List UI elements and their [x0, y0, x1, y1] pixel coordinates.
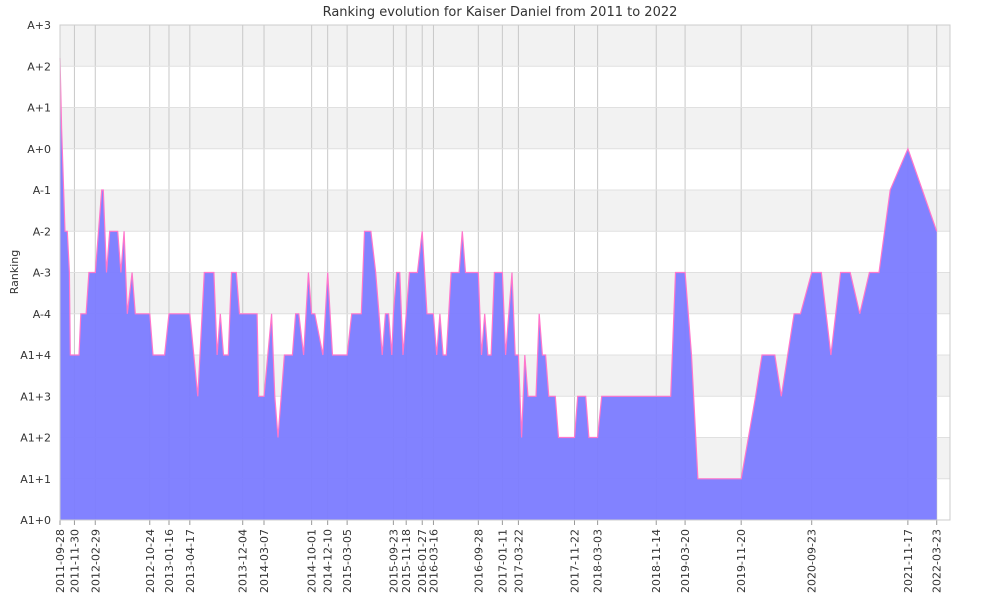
y-tick-label: A1+1	[20, 473, 51, 486]
y-tick-label: A-3	[33, 267, 51, 280]
x-tick-label: 2013-01-16	[163, 529, 176, 593]
chart-title: Ranking evolution for Kaiser Daniel from…	[323, 5, 678, 20]
y-axis-title: Ranking	[8, 250, 21, 295]
x-tick-label: 2011-09-28	[54, 529, 67, 593]
ranking-area	[60, 58, 937, 520]
x-tick-label: 2015-11-18	[400, 529, 413, 593]
x-tick-label: 2014-12-10	[322, 529, 335, 593]
x-tick-label: 2014-10-01	[306, 529, 319, 593]
y-tick-label: A-2	[33, 225, 51, 238]
x-tick-label: 2014-03-07	[258, 529, 271, 593]
x-tick-label: 2016-03-16	[427, 529, 440, 593]
y-tick-label: A1+2	[20, 432, 51, 445]
grid-band	[60, 25, 950, 67]
x-tick-label: 2022-03-23	[931, 529, 944, 593]
y-tick-label: A+3	[27, 19, 51, 32]
x-tick-label: 2017-01-11	[496, 529, 509, 593]
x-tick-label: 2019-03-20	[679, 529, 692, 593]
x-tick-label: 2017-03-22	[512, 529, 525, 593]
x-tick-label: 2013-12-04	[237, 529, 250, 593]
x-tick-label: 2016-09-28	[472, 529, 485, 593]
x-tick-label: 2012-10-24	[144, 529, 157, 593]
x-tick-label: 2011-11-30	[68, 529, 81, 593]
y-tick-label: A-4	[33, 308, 51, 321]
x-tick-label: 2015-09-23	[387, 529, 400, 593]
x-tick-label: 2018-03-03	[592, 529, 605, 593]
x-tick-label: 2012-02-29	[89, 529, 102, 593]
grid-band	[60, 107, 950, 149]
y-axis-tick-labels: A1+0 A1+1 A1+2 A1+3 A1+4 A-4 A-3 A-2 A-1 A+0 A+1 A+…	[20, 19, 51, 527]
y-tick-label: A+0	[27, 143, 51, 156]
x-tick-label: 2016-01-27	[416, 529, 429, 593]
ranking-line	[59, 57, 938, 480]
plot-frame	[59, 24, 951, 521]
x-tick-label: 2017-11-22	[568, 529, 581, 593]
y-tick-label: A-1	[33, 184, 51, 197]
y-tick-label: A+2	[27, 60, 51, 73]
grid-band	[60, 190, 950, 232]
y-tick-label: A1+0	[20, 514, 51, 527]
x-tick-label: 2021-11-17	[902, 529, 915, 593]
y-tick-label: A1+3	[20, 390, 51, 403]
x-tick-label: 2019-11-20	[735, 529, 748, 593]
x-tick-label: 2013-04-17	[184, 529, 197, 593]
y-tick-label: A+1	[27, 102, 51, 115]
x-tick-label: 2020-09-23	[806, 529, 819, 593]
x-tick-label: 2015-03-05	[341, 529, 354, 593]
ranking-series	[59, 57, 938, 520]
plot-border	[59, 24, 951, 521]
x-tick-label: 2018-11-14	[650, 529, 663, 593]
x-axis-tick-labels: 2011-09-28 2011-11-30 2012-02-29 2012-10-24…	[54, 529, 944, 593]
y-tick-label: A1+4	[20, 349, 51, 362]
